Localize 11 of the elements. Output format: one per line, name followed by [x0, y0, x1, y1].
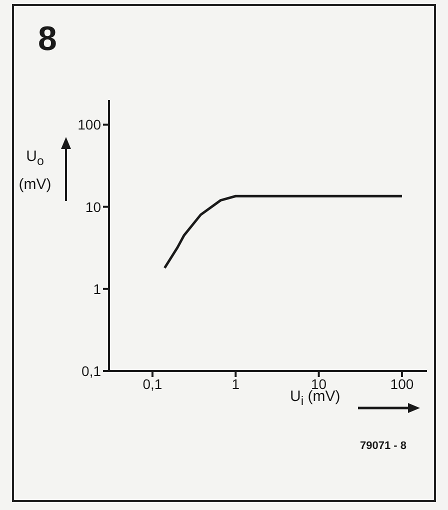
x-tick-label: 100 — [390, 376, 414, 392]
x-tick-label: 0,1 — [142, 376, 162, 392]
y-tick-label: 100 — [78, 116, 102, 133]
y-tick-label: 10 — [85, 198, 102, 215]
chart-title: 8 — [38, 20, 57, 59]
x-tick-label: 1 — [232, 376, 240, 392]
y-tick-label: 1 — [93, 280, 102, 297]
x-axis-title: U$_{i}$ (mV) — [290, 388, 340, 408]
text: 79071 - 8 — [360, 440, 406, 452]
y-tick-label: 0,1 — [82, 362, 102, 379]
y-axis-title: U$_{o}$ (mV) — [18, 147, 52, 195]
